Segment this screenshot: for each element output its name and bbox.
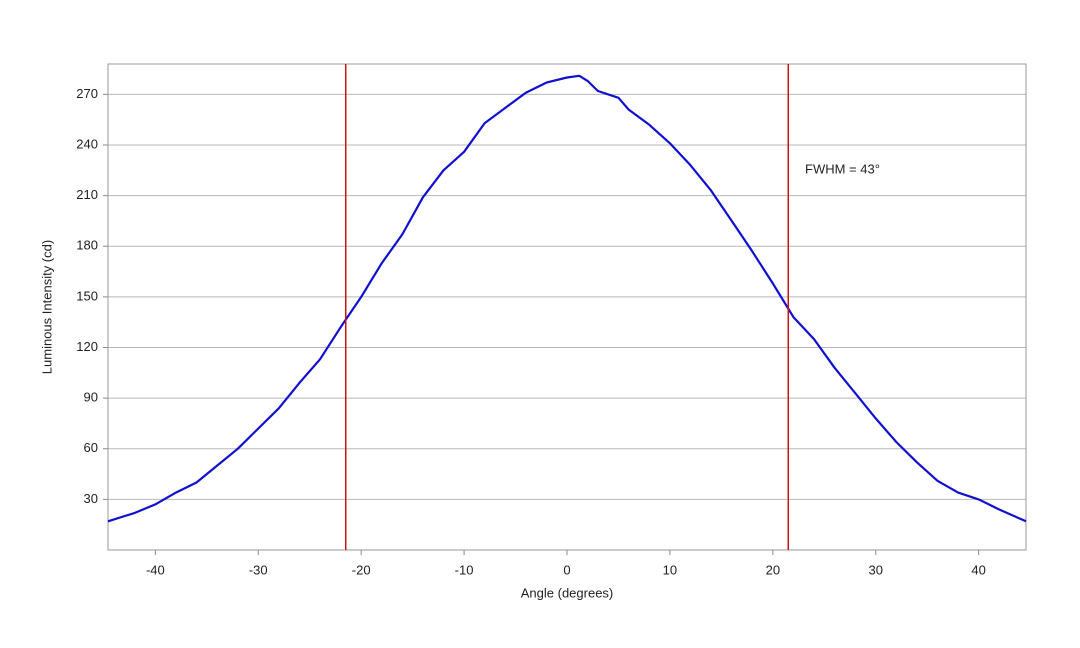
y-tick-label: 30 bbox=[84, 491, 98, 506]
x-tick-label: -10 bbox=[455, 562, 474, 577]
y-tick-label: 180 bbox=[76, 238, 98, 253]
y-tick-label: 90 bbox=[84, 390, 98, 405]
x-tick-label: 10 bbox=[663, 562, 677, 577]
plot-frame bbox=[107, 63, 1027, 551]
y-tick-label: 240 bbox=[76, 136, 98, 151]
y-tick-label: 120 bbox=[76, 339, 98, 354]
x-tick-label: 0 bbox=[563, 562, 570, 577]
x-tick-label: 40 bbox=[971, 562, 985, 577]
annotation: FWHM = 43° bbox=[805, 161, 880, 176]
x-axis-label: Angle (degrees) bbox=[521, 585, 614, 600]
y-tick-label: 210 bbox=[76, 187, 98, 202]
x-tick-label: 20 bbox=[766, 562, 780, 577]
y-tick-label: 60 bbox=[84, 440, 98, 455]
y-axis-label: Luminous Intensity (cd) bbox=[39, 240, 54, 374]
y-tick-label: 270 bbox=[76, 86, 98, 101]
y-tick-label: 150 bbox=[76, 288, 98, 303]
data-line bbox=[107, 74, 1027, 523]
x-tick-label: -30 bbox=[249, 562, 268, 577]
x-tick-label: -40 bbox=[146, 562, 165, 577]
x-tick-label: 30 bbox=[869, 562, 883, 577]
x-tick-label: -20 bbox=[352, 562, 371, 577]
